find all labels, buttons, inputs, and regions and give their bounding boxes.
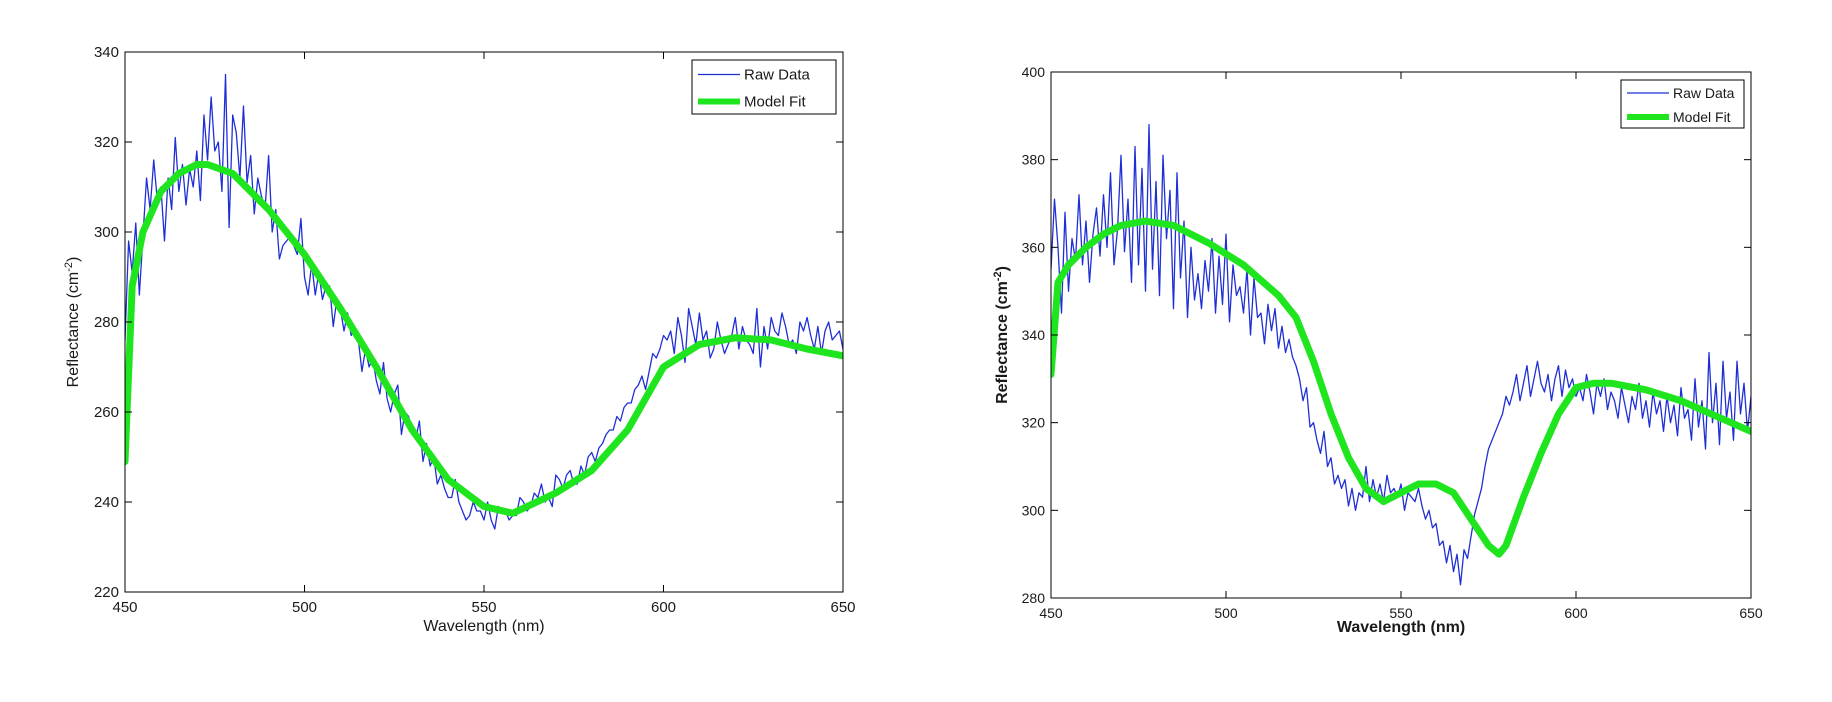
y-tick-label: 320: [94, 134, 119, 151]
plot-frame: [1050, 71, 1752, 599]
x-tick-label: 450: [112, 599, 137, 616]
legend-label-raw-data: Raw Data: [744, 67, 811, 84]
legend-label-raw-data: Raw Data: [1673, 85, 1735, 101]
y-tick-label: 380: [1022, 152, 1046, 168]
model-fit-line: [1051, 217, 1751, 558]
y-tick-label: 340: [1022, 327, 1046, 343]
raw-data-line: [1051, 123, 1751, 586]
y-tick-label: 280: [94, 314, 119, 331]
x-tick-label: 550: [1389, 605, 1413, 621]
y-axis-label: Reflectance (cm-2): [63, 257, 82, 388]
y-tick-label: 300: [1022, 502, 1046, 518]
y-tick-label: 260: [94, 404, 119, 421]
x-tick-label: 600: [651, 599, 676, 616]
legend-box: [691, 59, 837, 115]
legend: Raw Data Model Fit: [691, 59, 837, 115]
y-tick-label: 340: [94, 44, 119, 61]
legend-label-model-fit: Model Fit: [744, 94, 807, 111]
model-fit-line: [125, 161, 843, 517]
x-tick-label: 650: [1739, 605, 1763, 621]
x-axis-label: Wavelength (nm): [423, 618, 544, 635]
x-tick-label: 600: [1564, 605, 1588, 621]
y-tick-label: 220: [94, 584, 119, 601]
y-tick-label: 240: [94, 494, 119, 511]
x-tick-label: 450: [1039, 605, 1063, 621]
y-tick-label: 400: [1022, 64, 1046, 80]
x-tick-label: 500: [292, 599, 317, 616]
x-axis-label: Wavelength (nm): [1337, 619, 1465, 636]
y-tick-label: 360: [1022, 239, 1046, 255]
y-tick-label: 320: [1022, 415, 1046, 431]
chart-right: 450 500 550 600 650 280 300 320 340 360 380 400 Wave…: [992, 64, 1763, 636]
x-tick-label: 550: [471, 599, 496, 616]
x-tick-label: 650: [830, 599, 855, 616]
legend-label-model-fit: Model Fit: [1673, 109, 1731, 125]
y-tick-label: 300: [94, 224, 119, 241]
y-axis-label: Reflectance (cm-2): [992, 266, 1011, 404]
chart-left: 450 500 550 600 650 220 240 260 280 300 320 340 Wave…: [63, 44, 856, 635]
raw-data-line: [125, 73, 843, 530]
y-tick-label: 280: [1022, 590, 1046, 606]
x-tick-label: 500: [1214, 605, 1238, 621]
legend: Raw Data Model Fit: [1620, 79, 1745, 129]
